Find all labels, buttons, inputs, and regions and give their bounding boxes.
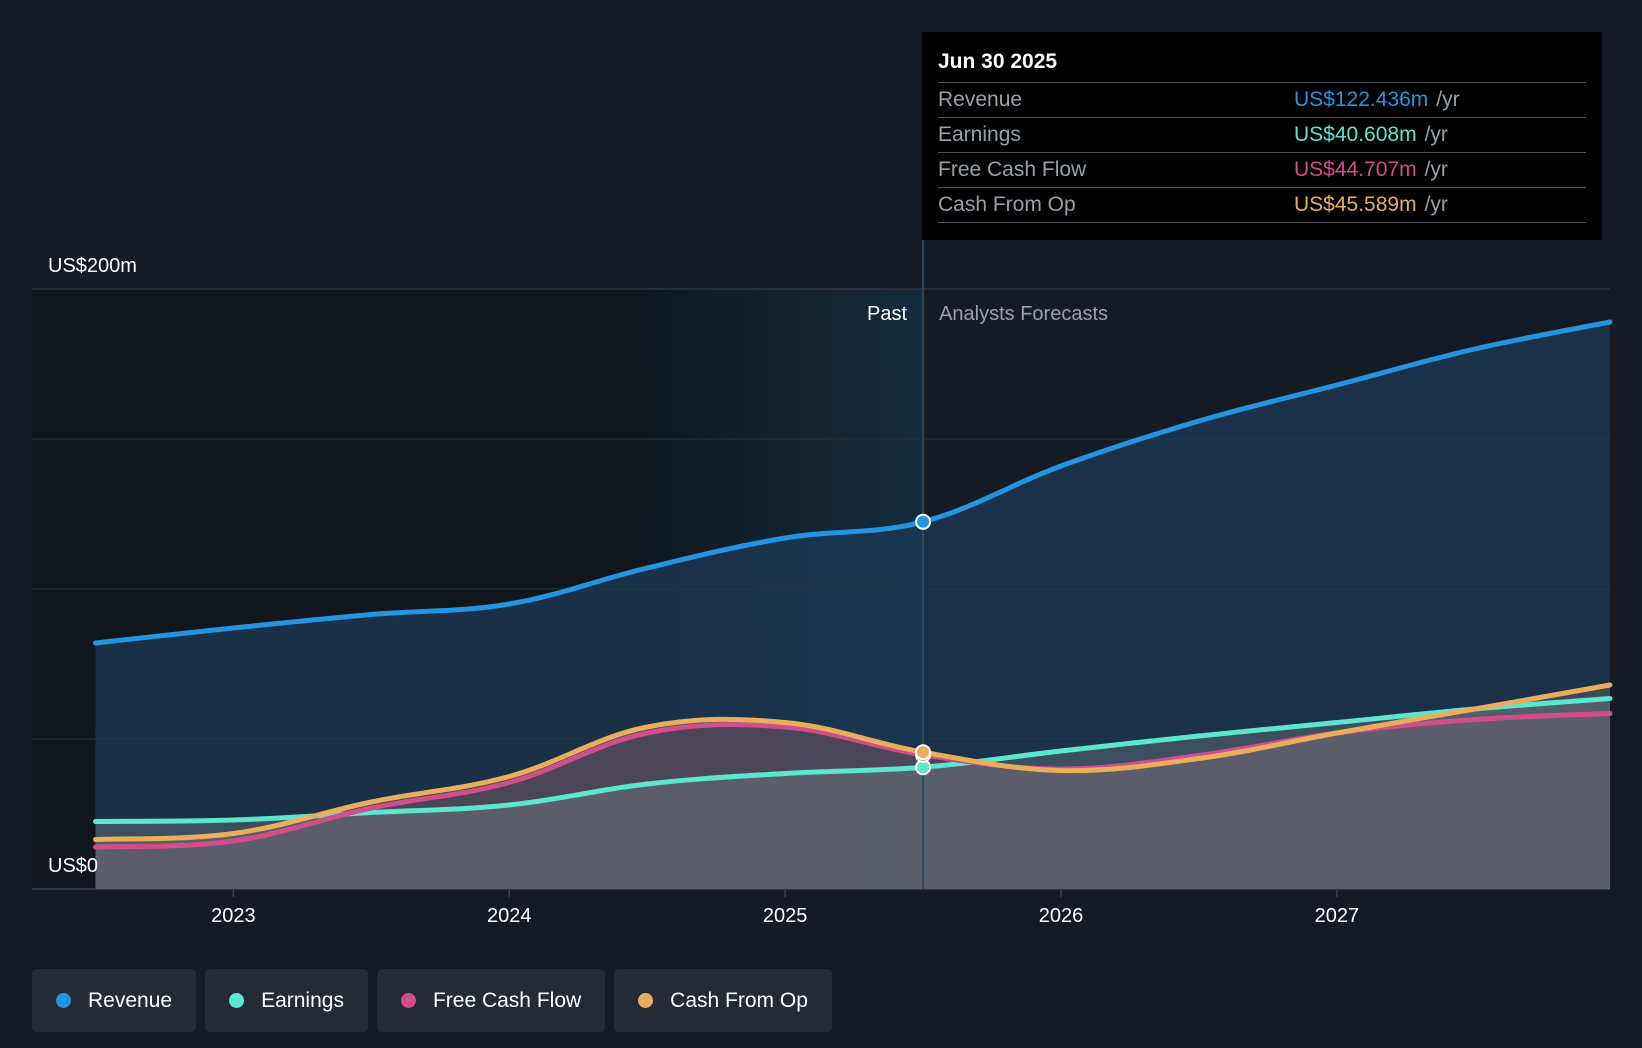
tooltip-date: Jun 30 2025: [938, 50, 1058, 73]
tooltip-label: Revenue: [938, 88, 1023, 111]
legend-label: Earnings: [261, 988, 344, 1012]
revenue-line: [93, 319, 1613, 646]
revenue-marker: [915, 513, 932, 530]
legend-label: Revenue: [88, 988, 173, 1012]
chart-legend: Revenue Earnings Free Cash Flow Cash Fro…: [32, 969, 832, 1032]
cash-from-op-marker: [915, 744, 932, 761]
legend-dot-icon: [638, 993, 654, 1008]
legend-item-free-cash-flow[interactable]: Free Cash Flow: [376, 969, 606, 1032]
y-axis-top-label: US$200m: [48, 255, 137, 277]
tooltip-unit: /yr: [1436, 88, 1460, 111]
tooltip-unit: /yr: [1424, 193, 1448, 216]
tooltip-label: Free Cash Flow: [938, 158, 1087, 181]
tooltip-row-revenue: Revenue US$122.436m /yr: [938, 82, 1586, 117]
series-lines: [93, 319, 1613, 850]
x-tick-label: 2023: [211, 905, 256, 927]
earnings-area: [95, 698, 1610, 889]
x-tick-label: 2025: [763, 905, 808, 927]
tooltip-row-free-cash-flow: Free Cash Flow US$44.707m /yr: [938, 152, 1586, 187]
tooltip-label: Earnings: [938, 123, 1021, 146]
tooltip-value: US$44.707m: [1294, 158, 1417, 181]
x-tick-label: 2026: [1039, 905, 1084, 927]
forecast-label: Analysts Forecasts: [939, 303, 1108, 325]
revenue-area: [95, 322, 1610, 889]
legend-label: Free Cash Flow: [432, 988, 582, 1012]
legend-item-revenue[interactable]: Revenue: [32, 969, 197, 1032]
cash-from-op-line: [93, 682, 1613, 842]
tooltip-row-cash-from-op: Cash From Op US$45.589m /yr: [938, 187, 1586, 223]
past-label: Past: [867, 303, 907, 325]
y-axis-bottom-label: US$0: [48, 855, 98, 877]
legend-dot-icon: [400, 993, 416, 1008]
data-tooltip: Jun 30 2025 Revenue US$122.436m /yr Earn…: [922, 32, 1602, 240]
free-cash-flow-area: [95, 713, 1610, 889]
legend-item-cash-from-op[interactable]: Cash From Op: [614, 969, 832, 1032]
tooltip-value: US$122.436m: [1294, 88, 1429, 111]
tooltip-value: US$40.608m: [1294, 123, 1417, 146]
tooltip-unit: /yr: [1424, 123, 1448, 146]
series-markers: [915, 513, 932, 776]
tooltip-row-earnings: Earnings US$40.608m /yr: [938, 117, 1586, 152]
legend-dot-icon: [56, 993, 71, 1008]
tooltip-label: Cash From Op: [938, 193, 1076, 216]
x-tick-label: 2027: [1315, 905, 1360, 927]
x-axis-ticks: 2023 2024 2025 2026 2027: [211, 889, 1359, 927]
tooltip-value: US$45.589m: [1294, 193, 1417, 216]
series-areas: [95, 322, 1610, 889]
legend-label: Cash From Op: [670, 988, 808, 1012]
legend-dot-icon: [229, 993, 245, 1008]
tooltip-unit: /yr: [1424, 158, 1448, 181]
legend-item-earnings[interactable]: Earnings: [205, 969, 368, 1032]
x-tick-label: 2024: [487, 905, 532, 927]
cash-from-op-area: [95, 685, 1610, 889]
